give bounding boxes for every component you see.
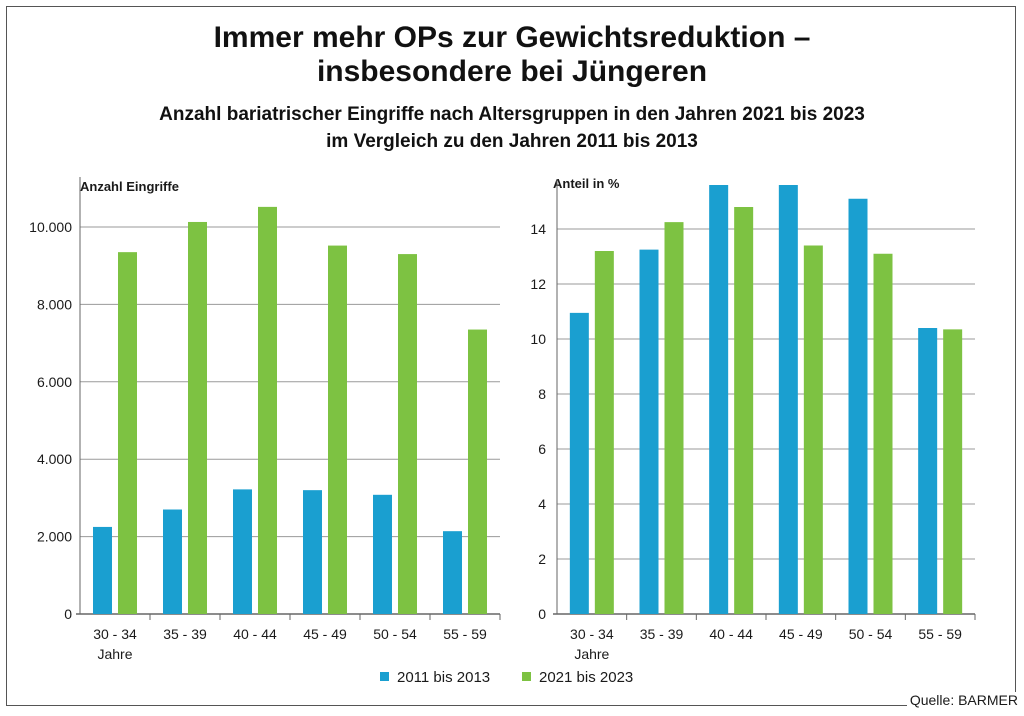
chart-subtitle-line1: Anzahl bariatrischer Eingriffe nach Alte…	[159, 104, 865, 125]
bar-series1	[303, 490, 322, 614]
x-tick-label: 40 - 44	[709, 626, 753, 642]
bar-series1	[443, 531, 462, 614]
y-tick-label: 10.000	[29, 219, 72, 235]
y-tick-label: 4.000	[37, 451, 72, 467]
bar-series2	[873, 253, 893, 614]
y-tick-label: 6	[538, 441, 546, 457]
chart-frame	[6, 6, 1016, 706]
y-tick-label: 8	[538, 386, 546, 402]
legend-swatch-2	[522, 672, 531, 681]
y-tick-label: 14	[530, 221, 546, 237]
x-tick-label: 50 - 54	[373, 626, 417, 642]
y-tick-label: 10	[530, 331, 546, 347]
x-tick-label: 45 - 49	[779, 626, 823, 642]
bar-series2	[188, 221, 207, 614]
bar-series2	[734, 207, 754, 614]
y-tick-label: 8.000	[37, 296, 72, 312]
bar-series2	[118, 252, 137, 614]
x-tick-label: 30 - 34	[570, 626, 614, 642]
bar-series2	[258, 206, 277, 614]
bar-series1	[93, 526, 112, 614]
y-tick-label: 12	[530, 276, 546, 292]
chart-title-line1: Immer mehr OPs zur Gewichtsreduktion –	[213, 21, 811, 54]
chart-subtitle-line2: im Vergleich zu den Jahren 2011 bis 2013	[326, 131, 698, 152]
legend-swatch-1	[380, 672, 389, 681]
legend-label-1: 2011 bis 2013	[397, 669, 490, 686]
x-tick-label: 35 - 39	[640, 626, 684, 642]
x-tick-label: 55 - 59	[443, 626, 487, 642]
bar-series1	[569, 312, 589, 614]
bar-series2	[803, 245, 823, 614]
source-note: Quelle: BARMER	[906, 692, 1018, 708]
bar-series1	[778, 185, 798, 614]
bar-series2	[398, 254, 417, 614]
chart-title-line2: insbesondere bei Jüngeren	[316, 55, 708, 88]
legend-label-2: 2021 bis 2023	[539, 669, 633, 686]
x-tick-label: 30 - 34	[93, 626, 137, 642]
bar-series2	[468, 329, 487, 614]
x-tick-label: 35 - 39	[163, 626, 207, 642]
bar-series2	[664, 222, 684, 614]
bar-series2	[328, 245, 347, 615]
bar-series1	[848, 198, 868, 614]
y-tick-label: 6.000	[37, 374, 72, 390]
y-tick-label: 4	[538, 496, 546, 512]
x-tick-unit-label: Jahre	[574, 646, 609, 662]
bar-series1	[639, 249, 659, 614]
y-axis-label: Anzahl Eingriffe	[80, 179, 179, 194]
bar-series2	[594, 251, 614, 614]
x-tick-label: 45 - 49	[303, 626, 347, 642]
x-tick-unit-label: Jahre	[97, 646, 132, 662]
y-tick-label: 0	[64, 606, 72, 622]
bar-series2	[943, 329, 963, 614]
bar-series1	[709, 185, 729, 614]
x-tick-label: 55 - 59	[918, 626, 962, 642]
x-tick-label: 40 - 44	[233, 626, 277, 642]
y-tick-label: 2	[538, 551, 546, 567]
y-tick-label: 2.000	[37, 529, 72, 545]
y-tick-label: 0	[538, 606, 546, 622]
x-tick-label: 50 - 54	[849, 626, 893, 642]
y-axis-label: Anteil in %	[553, 176, 620, 191]
bar-series1	[373, 494, 392, 614]
bar-series1	[163, 509, 182, 614]
bar-series1	[233, 489, 252, 614]
bar-series1	[918, 328, 938, 614]
